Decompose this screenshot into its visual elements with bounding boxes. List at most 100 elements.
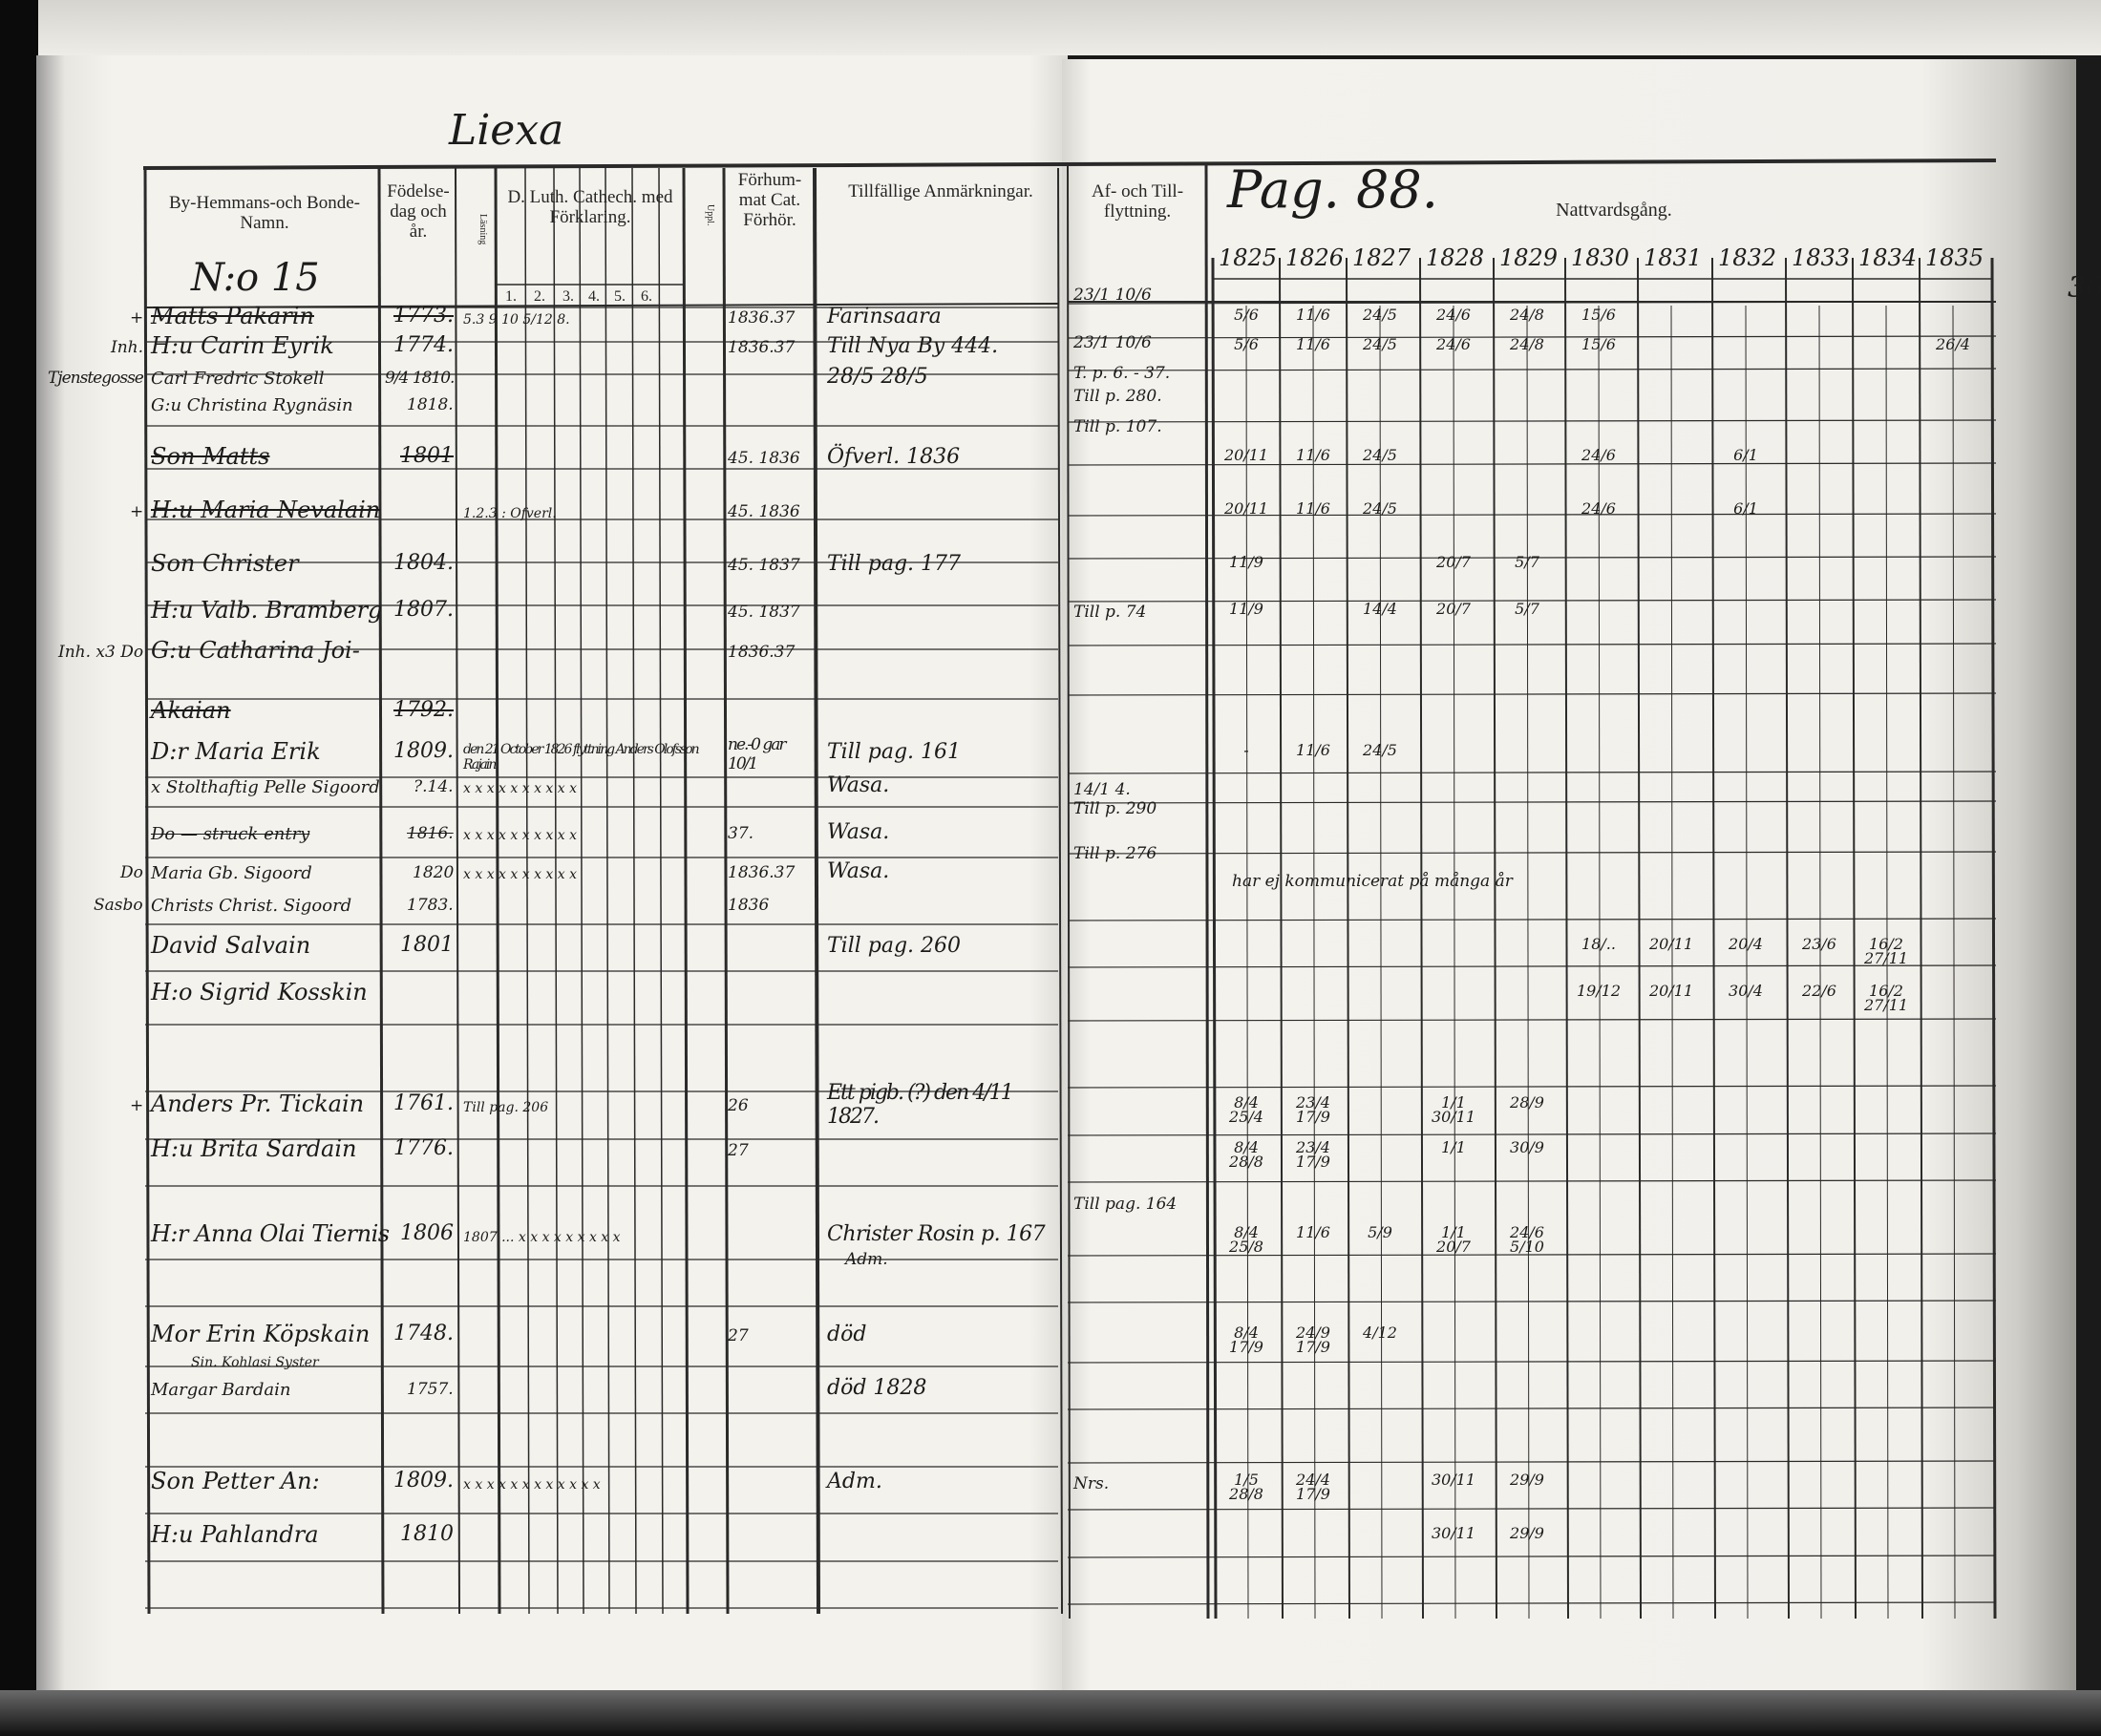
cathechism-marks: x x x x x x x x x x x x — [463, 1477, 601, 1493]
column-rule — [553, 167, 559, 1615]
communion-year-header: 1834 — [1858, 244, 1918, 271]
row-rule — [1067, 851, 1997, 855]
scan-bottom-edge — [0, 1690, 2101, 1736]
communion-date: 29/9 — [1510, 1524, 1544, 1542]
communion-date: 1/1 20/7 — [1436, 1223, 1471, 1256]
birth-year: 1810 — [400, 1522, 454, 1546]
person-name: Matts Pakarin — [151, 303, 314, 329]
margin-number: 36 — [2068, 271, 2101, 305]
year-subcolumn-rule — [1818, 305, 1822, 1620]
row-rule — [1067, 1601, 1997, 1605]
birth-year: 1809. — [393, 1469, 454, 1493]
column-rule — [494, 167, 501, 1615]
communion-date: 24/5 — [1363, 306, 1397, 324]
birth-year: 1806 — [400, 1221, 454, 1245]
birth-year: 1748. — [393, 1322, 454, 1345]
person-name: x Stolthaftig Pelle Sigoord — [151, 777, 380, 797]
remark-entry: Till Nya By 444. — [827, 334, 999, 358]
remark-entry: Ett pigb. (?) den 4/11 1827. — [827, 1081, 1014, 1130]
moving-entry: 23/1 10/6 — [1073, 286, 1152, 305]
remark-entry: Till pag. 260 — [827, 934, 962, 958]
row-rule — [1067, 1253, 1997, 1257]
year-column-rule — [1279, 257, 1284, 1620]
communion-date: 30/11 — [1431, 1471, 1476, 1489]
person-name: Anders Pr. Tickain — [151, 1090, 365, 1117]
communion-date: 5/6 — [1234, 306, 1259, 324]
remark-entry: Adm. — [845, 1250, 888, 1269]
year-column-rule — [1711, 257, 1716, 1620]
year-subcolumn-rule — [1670, 305, 1674, 1620]
row-rule — [1067, 1407, 1997, 1410]
row-rule — [1067, 462, 1997, 466]
communion-date: 5/7 — [1515, 600, 1539, 618]
communion-date: 30/11 — [1431, 1524, 1476, 1542]
communion-year-header: 1829 — [1499, 244, 1559, 271]
hearing-entry: 37. — [728, 824, 754, 843]
communion-date: 19/12 — [1576, 982, 1622, 1000]
communion-date: 20/11 — [1648, 935, 1694, 953]
moving-entry: 14/1 4. — [1073, 780, 1131, 799]
year-subcolumn-rule — [1245, 305, 1249, 1620]
cathechism-marks: 1.2.3 : Ofverl. — [463, 506, 557, 521]
communion-date: 24/5 — [1363, 741, 1397, 759]
cathechism-part-number: 6. — [641, 288, 652, 305]
moving-entry: T. p. 6. - 37. — [1073, 364, 1171, 383]
person-name: D:r Maria Erik — [151, 738, 321, 765]
year-column-rule — [1637, 257, 1642, 1620]
communion-year-header: 1827 — [1352, 244, 1411, 271]
communion-date: 8/4 25/8 — [1229, 1223, 1263, 1256]
birth-year: ?.14. — [414, 777, 454, 796]
communion-date: 30/9 — [1510, 1138, 1544, 1156]
header-moving: Af- och Till-flyttning. — [1091, 181, 1184, 222]
communion-date: 5/7 — [1515, 553, 1539, 571]
communion-date: 15/6 — [1581, 306, 1616, 324]
margin-annotation: Inh. — [111, 338, 144, 357]
person-name: Carl Fredric Stokell — [151, 369, 325, 389]
communion-date: 11/6 — [1296, 1223, 1330, 1241]
cathechism-marks: Till pag. 206 — [463, 1100, 549, 1115]
communion-date: 24/5 — [1363, 335, 1397, 353]
person-name: H:u Brita Sardain — [151, 1135, 357, 1162]
year-subcolumn-rule — [1885, 305, 1889, 1620]
row-rule — [1067, 556, 1997, 560]
year-column-rule — [1211, 257, 1218, 1620]
column-rule — [605, 167, 610, 1615]
remark-entry: Till pag. 161 — [827, 740, 962, 764]
remark-entry: död 1828 — [827, 1376, 927, 1400]
row-rule — [1067, 1133, 1997, 1136]
row-rule — [1067, 1360, 1997, 1364]
column-rule — [1057, 167, 1063, 1615]
column-rule — [377, 167, 385, 1615]
column-rule — [1204, 161, 1210, 1620]
header-birth: Födelse-dag och år. — [387, 181, 450, 242]
person-name: Akaian — [151, 697, 231, 724]
margin-annotation: Tjenstegosse — [48, 369, 144, 388]
moving-entry: Till p. 280. — [1073, 387, 1162, 406]
communion-date: 24/8 — [1510, 335, 1544, 353]
row-rule — [1067, 599, 1997, 603]
cathechism-marks: x x x x x x x x x x — [463, 867, 578, 882]
communion-date: 11/6 — [1296, 335, 1330, 353]
row-rule — [1067, 692, 1997, 696]
communion-date: 29/9 — [1510, 1471, 1544, 1489]
column-rule — [813, 167, 820, 1615]
remark-entry: Till pag. 177 — [827, 552, 962, 576]
moving-entry: Till p. 107. — [1073, 417, 1162, 436]
margin-annotation: + — [130, 1096, 144, 1115]
birth-year: 1774. — [393, 333, 454, 357]
birth-year: 1783. — [407, 896, 454, 915]
birth-year: 9/4 1810. — [385, 369, 455, 388]
communion-year-header: 1826 — [1285, 244, 1345, 271]
birth-year: 1809. — [393, 739, 454, 763]
communion-year-header: 1832 — [1718, 244, 1777, 271]
communion-date: 5/6 — [1234, 335, 1259, 353]
remark-entry: Öfverl. 1836 — [827, 445, 961, 469]
hearing-entry: 45. 1837 — [728, 603, 800, 622]
column-rule — [682, 167, 690, 1615]
remark-entry: död — [827, 1323, 867, 1346]
person-note: Sin. Kohlasi Syster — [191, 1355, 319, 1370]
birth-year: 1807. — [393, 598, 454, 622]
right-page — [1062, 59, 2076, 1694]
communion-date: 5/9 — [1368, 1223, 1392, 1241]
moving-entry: Till p. 74 — [1073, 603, 1147, 622]
